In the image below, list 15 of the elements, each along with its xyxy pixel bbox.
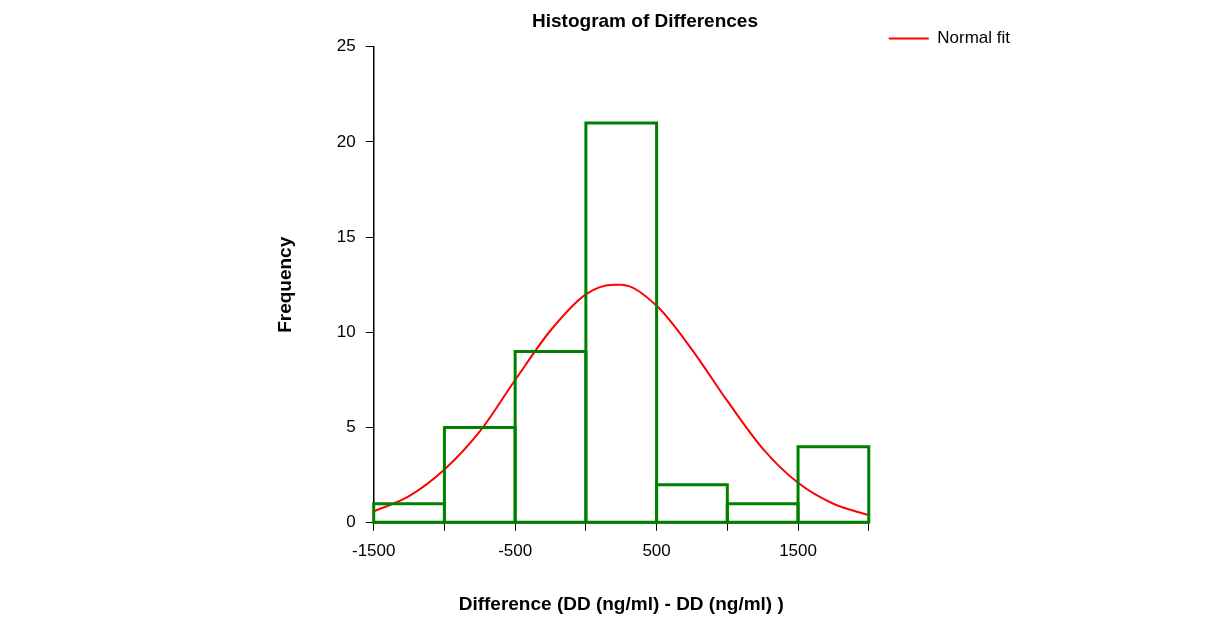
y-tick-label: 5 — [346, 417, 356, 437]
y-axis-title: Frequency — [273, 236, 295, 333]
line-series — [373, 283, 869, 517]
y-tick-label: 10 — [336, 322, 356, 342]
chart-title: Histogram of Differences — [532, 9, 758, 31]
y-tick-label: 15 — [336, 226, 356, 246]
x-axis-title: Difference (DD (ng/ml) - DD (ng/ml) ) — [458, 592, 784, 614]
x-tick-label: 1500 — [779, 540, 817, 560]
legend-label: Normal fit — [937, 28, 1011, 48]
y-tick-label: 20 — [336, 131, 356, 151]
y-tick-label: 25 — [336, 36, 356, 56]
x-tick-label: -500 — [498, 540, 533, 560]
x-tick-label: 500 — [642, 540, 671, 560]
x-tick-label: -1500 — [351, 540, 396, 560]
y-tick-label: 0 — [346, 512, 356, 532]
